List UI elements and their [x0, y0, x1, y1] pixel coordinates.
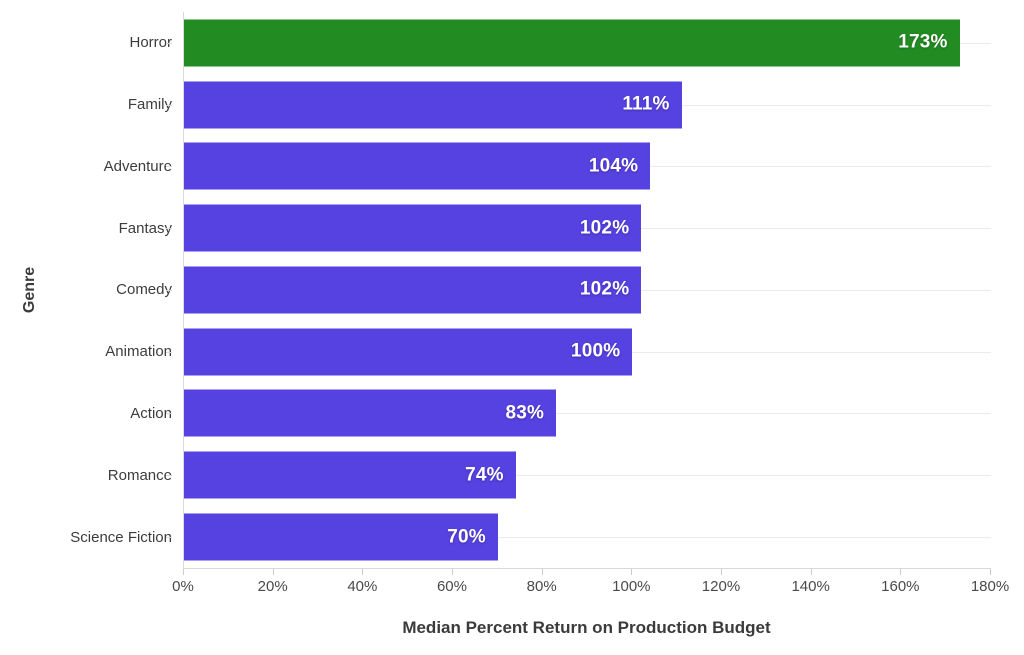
- category-label-horror: Horror: [129, 34, 172, 52]
- category-label-adventure: Adventure: [103, 157, 172, 175]
- bar-adventure: 104%: [184, 142, 651, 190]
- x-tick-label: 180%: [970, 578, 1010, 595]
- bar-row: 104%: [184, 136, 991, 198]
- bar-value-label: 173%: [898, 31, 948, 53]
- bar-science-fiction: 70%: [184, 513, 498, 561]
- x-tick-label: 100%: [612, 578, 651, 595]
- y-tick-mark: [166, 537, 172, 538]
- x-tick-mark: [720, 569, 722, 575]
- category-label-family: Family: [127, 96, 172, 114]
- x-tick-mark: [990, 569, 991, 575]
- category-label-science-fiction: Science Fiction: [70, 528, 172, 546]
- x-axis-title: Median Percent Return on Production Budg…: [402, 618, 771, 637]
- bar-value-label: 111%: [622, 93, 670, 115]
- y-tick-mark: [166, 228, 172, 230]
- bar-value-label: 74%: [465, 464, 504, 486]
- x-tick-label: 80%: [526, 578, 557, 595]
- x-tick-label: 120%: [701, 578, 741, 595]
- x-tick-mark: [451, 569, 453, 575]
- bar-row: 70%: [184, 506, 991, 568]
- y-tick-mark: [166, 289, 172, 291]
- x-tick-mark: [362, 569, 364, 575]
- bar-row: 83%: [184, 383, 991, 445]
- x-tick-label: 140%: [791, 578, 830, 595]
- bar-row: 173%: [184, 12, 991, 74]
- plot-area: 173% 111% 104% 102% 102% 100% 83% 74% 70%: [183, 12, 991, 569]
- bar-row: 74%: [184, 444, 991, 506]
- category-label-comedy: Comedy: [116, 281, 172, 299]
- x-tick-label: 60%: [436, 578, 467, 595]
- bar-value-label: 100%: [570, 340, 621, 362]
- grid-line: [184, 413, 991, 415]
- y-tick-mark: [166, 166, 172, 168]
- bar-action: 83%: [184, 389, 557, 437]
- category-label-action: Action: [130, 404, 172, 422]
- bar-value-label: 104%: [588, 155, 639, 177]
- x-tick-mark: [900, 569, 902, 575]
- grid-line: [184, 475, 991, 477]
- y-tick-mark: [166, 104, 172, 106]
- bar-comedy: 102%: [184, 266, 642, 314]
- y-tick-mark: [166, 42, 172, 44]
- x-axis-ticks: 0% 20% 40% 60% 80% 100% 120% 140% 160% 180%: [172, 569, 1009, 605]
- category-label-animation: Animation: [105, 343, 172, 361]
- category-label-fantasy: Fantasy: [118, 219, 172, 237]
- x-tick-label: 160%: [881, 578, 920, 595]
- bar-value-label: 102%: [579, 278, 630, 300]
- bar-row: 111%: [184, 74, 991, 136]
- bar-row: 100%: [184, 321, 991, 383]
- bar-row: 102%: [184, 197, 991, 259]
- x-tick-mark: [183, 569, 184, 575]
- y-tick-mark: [166, 475, 172, 477]
- bar-value-label: 102%: [579, 217, 630, 239]
- x-tick-label: 40%: [347, 578, 378, 595]
- bar-value-label: 70%: [447, 526, 486, 547]
- bar-animation: 100%: [184, 328, 633, 376]
- bar-family: 111%: [184, 81, 682, 129]
- y-axis-labels: Horror Family Adventure Fantasy Comedy Animat…: [0, 12, 172, 568]
- y-tick-mark: [166, 413, 172, 415]
- x-tick-mark: [631, 569, 633, 575]
- x-tick-mark: [541, 569, 543, 575]
- y-tick-mark: [166, 351, 172, 353]
- bar-row: 102%: [184, 259, 991, 321]
- grid-line: [184, 537, 991, 538]
- bar-horror: 173%: [184, 19, 960, 67]
- bar-romance: 74%: [184, 451, 516, 499]
- bar-value-label: 83%: [505, 402, 545, 424]
- bar-fantasy: 102%: [184, 204, 642, 252]
- x-tick-mark: [810, 569, 812, 575]
- x-tick-label: 0%: [172, 578, 194, 595]
- x-tick-mark: [272, 569, 274, 575]
- x-tick-label: 20%: [257, 578, 288, 595]
- category-label-romance: Romance: [107, 466, 172, 484]
